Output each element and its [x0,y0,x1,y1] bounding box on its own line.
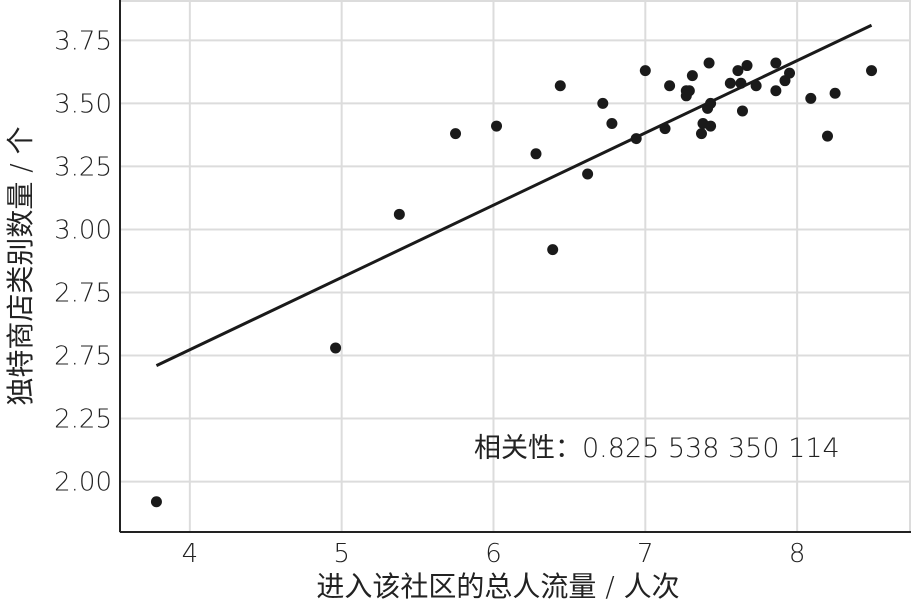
x-tick-label: 4 [182,539,199,569]
data-point [582,168,594,180]
data-point [393,208,405,220]
x-tick-label: 5 [333,539,350,569]
grid [120,0,911,532]
data-point [703,57,715,69]
annotation: 相关性：0.825 538 350 114 [474,433,840,464]
y-tick-label: 3.75 [54,26,112,56]
y-tick-label: 2.25 [54,405,112,435]
y-tick-label: 2.75 [54,278,112,308]
x-tick-label: 7 [637,539,654,569]
data-point [784,67,796,79]
data-point [770,57,782,69]
data-point [683,85,695,97]
y-tick-label: 3.00 [54,215,112,245]
trend-line [155,23,873,367]
data-point [741,60,753,72]
data-point [736,105,748,117]
data-point [606,118,618,130]
data-point [821,130,833,142]
y-tick-label: 3.50 [54,89,112,119]
data-point [732,65,744,77]
data-point [705,120,717,132]
y-tick-label: 2.00 [54,468,112,498]
data-point [639,65,651,77]
data-point [554,80,566,92]
y-axis-label: 独特商店类别数量 / 个 [4,126,37,405]
data-point [547,244,559,256]
data-point [597,97,609,109]
x-tick-label: 6 [485,539,502,569]
y-tick-label: 2.75 [54,342,112,372]
data-point [664,80,676,92]
x-axis-label: 进入该社区的总人流量 / 人次 [316,570,679,603]
data-point [724,77,736,89]
x-tick-label: 8 [789,539,806,569]
data-point [695,128,707,140]
data-point [770,85,782,97]
data-point [530,148,542,160]
data-point [450,128,462,140]
data-point [491,120,503,132]
data-point [866,65,878,77]
data-point [150,496,162,508]
data-point [805,92,817,104]
data-point [829,87,841,99]
data-point [686,70,698,82]
y-tick-label: 3.25 [54,152,112,182]
data-point [330,342,342,354]
